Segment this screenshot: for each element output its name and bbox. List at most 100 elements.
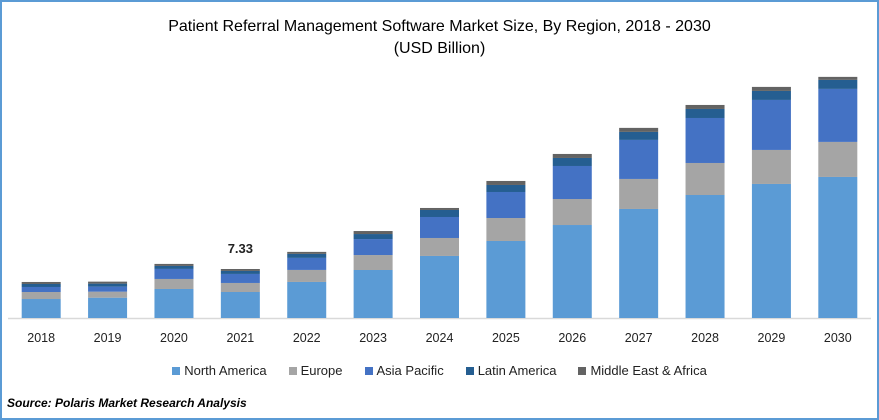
bar-asia-pacific-2022 (287, 257, 327, 270)
bar-europe-2027 (619, 178, 659, 209)
bar-north-america-2018 (21, 299, 61, 318)
bar-latin-america-2028 (685, 108, 725, 118)
bar-latin-america-2024 (420, 209, 459, 217)
bar-europe-2019 (88, 291, 128, 298)
legend-swatch (364, 366, 373, 375)
legend-label: Latin America (477, 363, 557, 378)
bar-stack-2030 (818, 76, 858, 318)
bar-middle-east-africa-2019 (88, 281, 128, 284)
bar-europe-2028 (685, 162, 725, 195)
x-tick-label: 2021 (226, 331, 254, 345)
bar-middle-east-africa-2021 (220, 269, 260, 271)
bar-latin-america-2018 (21, 283, 61, 287)
bar-middle-east-africa-2020 (154, 263, 194, 266)
bar-latin-america-2030 (818, 79, 858, 89)
bar-europe-2020 (154, 278, 194, 289)
bar-middle-east-africa-2030 (818, 76, 858, 80)
bar-latin-america-2027 (619, 131, 659, 140)
legend-item: Latin America (465, 363, 557, 378)
bar-stack-2027 (619, 127, 659, 318)
legend-item: Asia Pacific (364, 363, 444, 378)
bar-latin-america-2019 (88, 283, 128, 287)
bar-middle-east-africa-2027 (619, 127, 659, 132)
bar-stack-2025 (486, 180, 526, 318)
x-tick-label: 2020 (160, 331, 188, 345)
bar-europe-2022 (287, 269, 327, 282)
x-tick-label: 2030 (824, 331, 852, 345)
legend: North America Europe Asia Pacific Latin Ame… (0, 363, 879, 378)
bar-asia-pacific-2024 (420, 216, 459, 238)
bar-asia-pacific-2019 (88, 286, 128, 292)
x-tick-label: 2029 (758, 331, 786, 345)
bar-stack-2024 (420, 207, 459, 318)
bar-middle-east-africa-2022 (287, 251, 327, 254)
legend-swatch (465, 366, 474, 375)
bar-asia-pacific-2027 (619, 139, 659, 179)
bar-north-america-2027 (619, 208, 659, 318)
title-line: Patient Referral Management Software Mar… (168, 18, 711, 35)
bar-latin-america-2020 (154, 265, 194, 269)
x-tick-label: 2018 (27, 331, 55, 345)
bar-latin-america-2025 (486, 184, 526, 192)
bar-europe-2023 (353, 255, 393, 271)
chart-title: Patient Referral Management Software Mar… (2, 16, 877, 60)
legend-swatch (172, 366, 181, 375)
bar-north-america-2030 (818, 176, 858, 318)
bar-stack-2020 (154, 263, 194, 318)
bar-north-america-2023 (353, 270, 393, 318)
legend-label: Europe (300, 363, 343, 378)
legend-swatch (578, 366, 587, 375)
legend-swatch (288, 366, 297, 375)
bar-middle-east-africa-2029 (751, 86, 791, 91)
bar-middle-east-africa-2026 (552, 153, 592, 158)
bar-europe-2026 (552, 199, 592, 226)
bar-north-america-2026 (552, 225, 592, 318)
bar-europe-2021 (220, 282, 260, 292)
bar-middle-east-africa-2018 (21, 281, 61, 284)
bar-north-america-2019 (88, 297, 128, 318)
bar-asia-pacific-2026 (552, 165, 592, 200)
bar-asia-pacific-2029 (751, 99, 791, 150)
bar-north-america-2028 (685, 194, 725, 318)
bar-europe-2024 (420, 237, 459, 256)
bar-middle-east-africa-2024 (420, 207, 459, 210)
bar-stack-2023 (353, 231, 393, 318)
x-tick-label: 2019 (94, 331, 122, 345)
bar-europe-2025 (486, 217, 526, 241)
bar-north-america-2029 (751, 183, 791, 318)
bar-asia-pacific-2023 (353, 239, 393, 256)
bar-europe-2030 (818, 141, 858, 177)
bar-asia-pacific-2018 (21, 286, 61, 292)
bar-north-america-2025 (486, 240, 526, 318)
legend-label: Asia Pacific (376, 363, 444, 378)
bar-stack-2018 (21, 281, 61, 318)
bar-latin-america-2021 (220, 270, 260, 274)
subtitle-line: (USD Billion) (393, 40, 486, 57)
legend-label: North America (184, 363, 267, 378)
bar-stack-2028 (685, 104, 725, 318)
bar-europe-2029 (751, 149, 791, 184)
bar-stack-2029 (751, 86, 791, 318)
bar-stack-2019 (88, 281, 128, 318)
x-tick-label: 2028 (691, 331, 719, 345)
bar-stack-2021 (220, 269, 260, 318)
bar-latin-america-2023 (353, 234, 393, 240)
x-tick-label: 2022 (293, 331, 321, 345)
bar-middle-east-africa-2025 (486, 180, 526, 185)
bar-middle-east-africa-2028 (685, 104, 725, 109)
legend-item: Europe (288, 363, 343, 378)
bar-stack-2022 (287, 251, 327, 318)
x-tick-label: 2025 (492, 331, 520, 345)
bar-asia-pacific-2025 (486, 191, 526, 218)
bar-asia-pacific-2021 (220, 273, 260, 283)
legend-item: Middle East & Africa (578, 363, 707, 378)
bar-europe-2018 (21, 291, 61, 300)
bar-asia-pacific-2020 (154, 268, 194, 279)
bar-north-america-2021 (220, 291, 260, 318)
data-label: 7.33 (228, 241, 253, 256)
bar-north-america-2020 (154, 288, 194, 318)
x-tick-label: 2024 (426, 331, 454, 345)
bar-north-america-2024 (420, 255, 459, 318)
bar-latin-america-2022 (287, 253, 327, 258)
